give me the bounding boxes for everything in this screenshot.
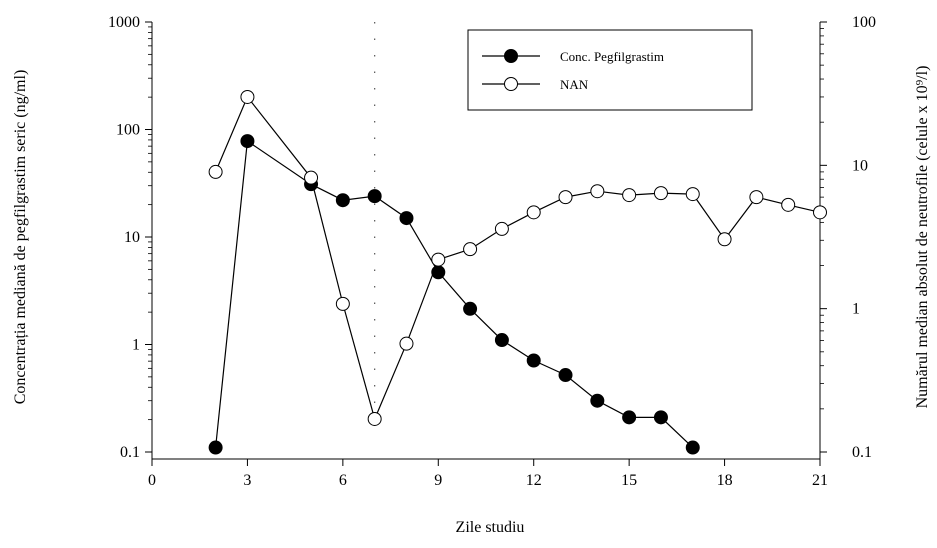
data-point-pegfilgrastim	[622, 410, 637, 425]
data-point-nan	[494, 221, 509, 236]
y-left-tick-label: 1	[132, 337, 140, 354]
y-left-tick-label: 100	[116, 122, 140, 139]
data-point-nan	[558, 190, 573, 205]
data-point-nan	[749, 190, 764, 205]
legend-marker-nan	[504, 77, 518, 91]
y-left-tick-label: 1000	[108, 14, 140, 31]
data-point-pegfilgrastim	[558, 368, 573, 383]
data-point-nan	[240, 89, 255, 104]
data-point-pegfilgrastim	[240, 134, 255, 149]
x-tick-label: 0	[148, 472, 156, 489]
x-tick-label: 21	[812, 472, 828, 489]
data-point-pegfilgrastim	[653, 410, 668, 425]
data-point-nan	[304, 170, 319, 185]
y-right-tick-label: 100	[852, 14, 876, 31]
data-point-nan	[622, 188, 637, 203]
data-point-nan	[717, 232, 732, 247]
x-tick-label: 15	[621, 472, 637, 489]
y-right-axis-title: Numărul median absolut de neutrofile (ce…	[914, 66, 931, 409]
legend-label-nan: NAN	[560, 77, 589, 92]
data-point-nan	[399, 336, 414, 351]
data-point-pegfilgrastim	[335, 193, 350, 208]
x-tick-label: 9	[434, 472, 442, 489]
data-point-nan	[431, 252, 446, 267]
y-left-tick-label: 10	[124, 229, 140, 246]
x-axis-title: Zile studiu	[456, 519, 525, 536]
y-left-tick-label: 0.1	[120, 444, 140, 461]
data-point-pegfilgrastim	[399, 211, 414, 226]
y-right-tick-label: 10	[852, 157, 868, 174]
x-tick-label: 6	[339, 472, 347, 489]
data-point-nan	[335, 296, 350, 311]
data-point-nan	[367, 411, 382, 426]
data-point-pegfilgrastim	[494, 333, 509, 348]
legend-marker-pegfilgrastim	[504, 49, 518, 63]
series-line-1	[215, 95, 821, 421]
data-point-pegfilgrastim	[463, 301, 478, 316]
data-point-pegfilgrastim	[367, 189, 382, 204]
data-point-nan	[208, 164, 223, 179]
data-point-pegfilgrastim	[208, 440, 223, 455]
data-point-nan	[526, 205, 541, 220]
y-right-tick-label: 0.1	[852, 444, 872, 461]
y-left-axis-title: Concentrația mediană de pegfilgrastim se…	[12, 70, 29, 405]
data-point-pegfilgrastim	[590, 393, 605, 408]
legend-box	[467, 29, 753, 111]
data-point-nan	[685, 187, 700, 202]
series-line-0	[215, 140, 694, 449]
data-point-nan	[590, 184, 605, 199]
data-point-nan	[781, 197, 796, 212]
data-point-pegfilgrastim	[526, 353, 541, 368]
y-right-tick-label: 1	[852, 301, 860, 318]
data-point-nan	[653, 186, 668, 201]
axes-group: 0 3 6 9 12 15 18 21 0.1 1 10 100 1000 0.1 1 10 100	[108, 14, 876, 489]
x-tick-label: 18	[717, 472, 733, 489]
legend-label-pegfilgrastim: Conc. Pegfilgrastim	[560, 49, 664, 64]
x-tick-label: 12	[526, 472, 542, 489]
data-point-nan	[813, 205, 827, 220]
series-group	[208, 89, 827, 455]
data-point-nan	[463, 242, 478, 257]
legend: Conc. Pegfilgrastim NAN	[467, 29, 753, 111]
x-tick-label: 3	[243, 472, 251, 489]
data-point-pegfilgrastim	[685, 440, 700, 455]
